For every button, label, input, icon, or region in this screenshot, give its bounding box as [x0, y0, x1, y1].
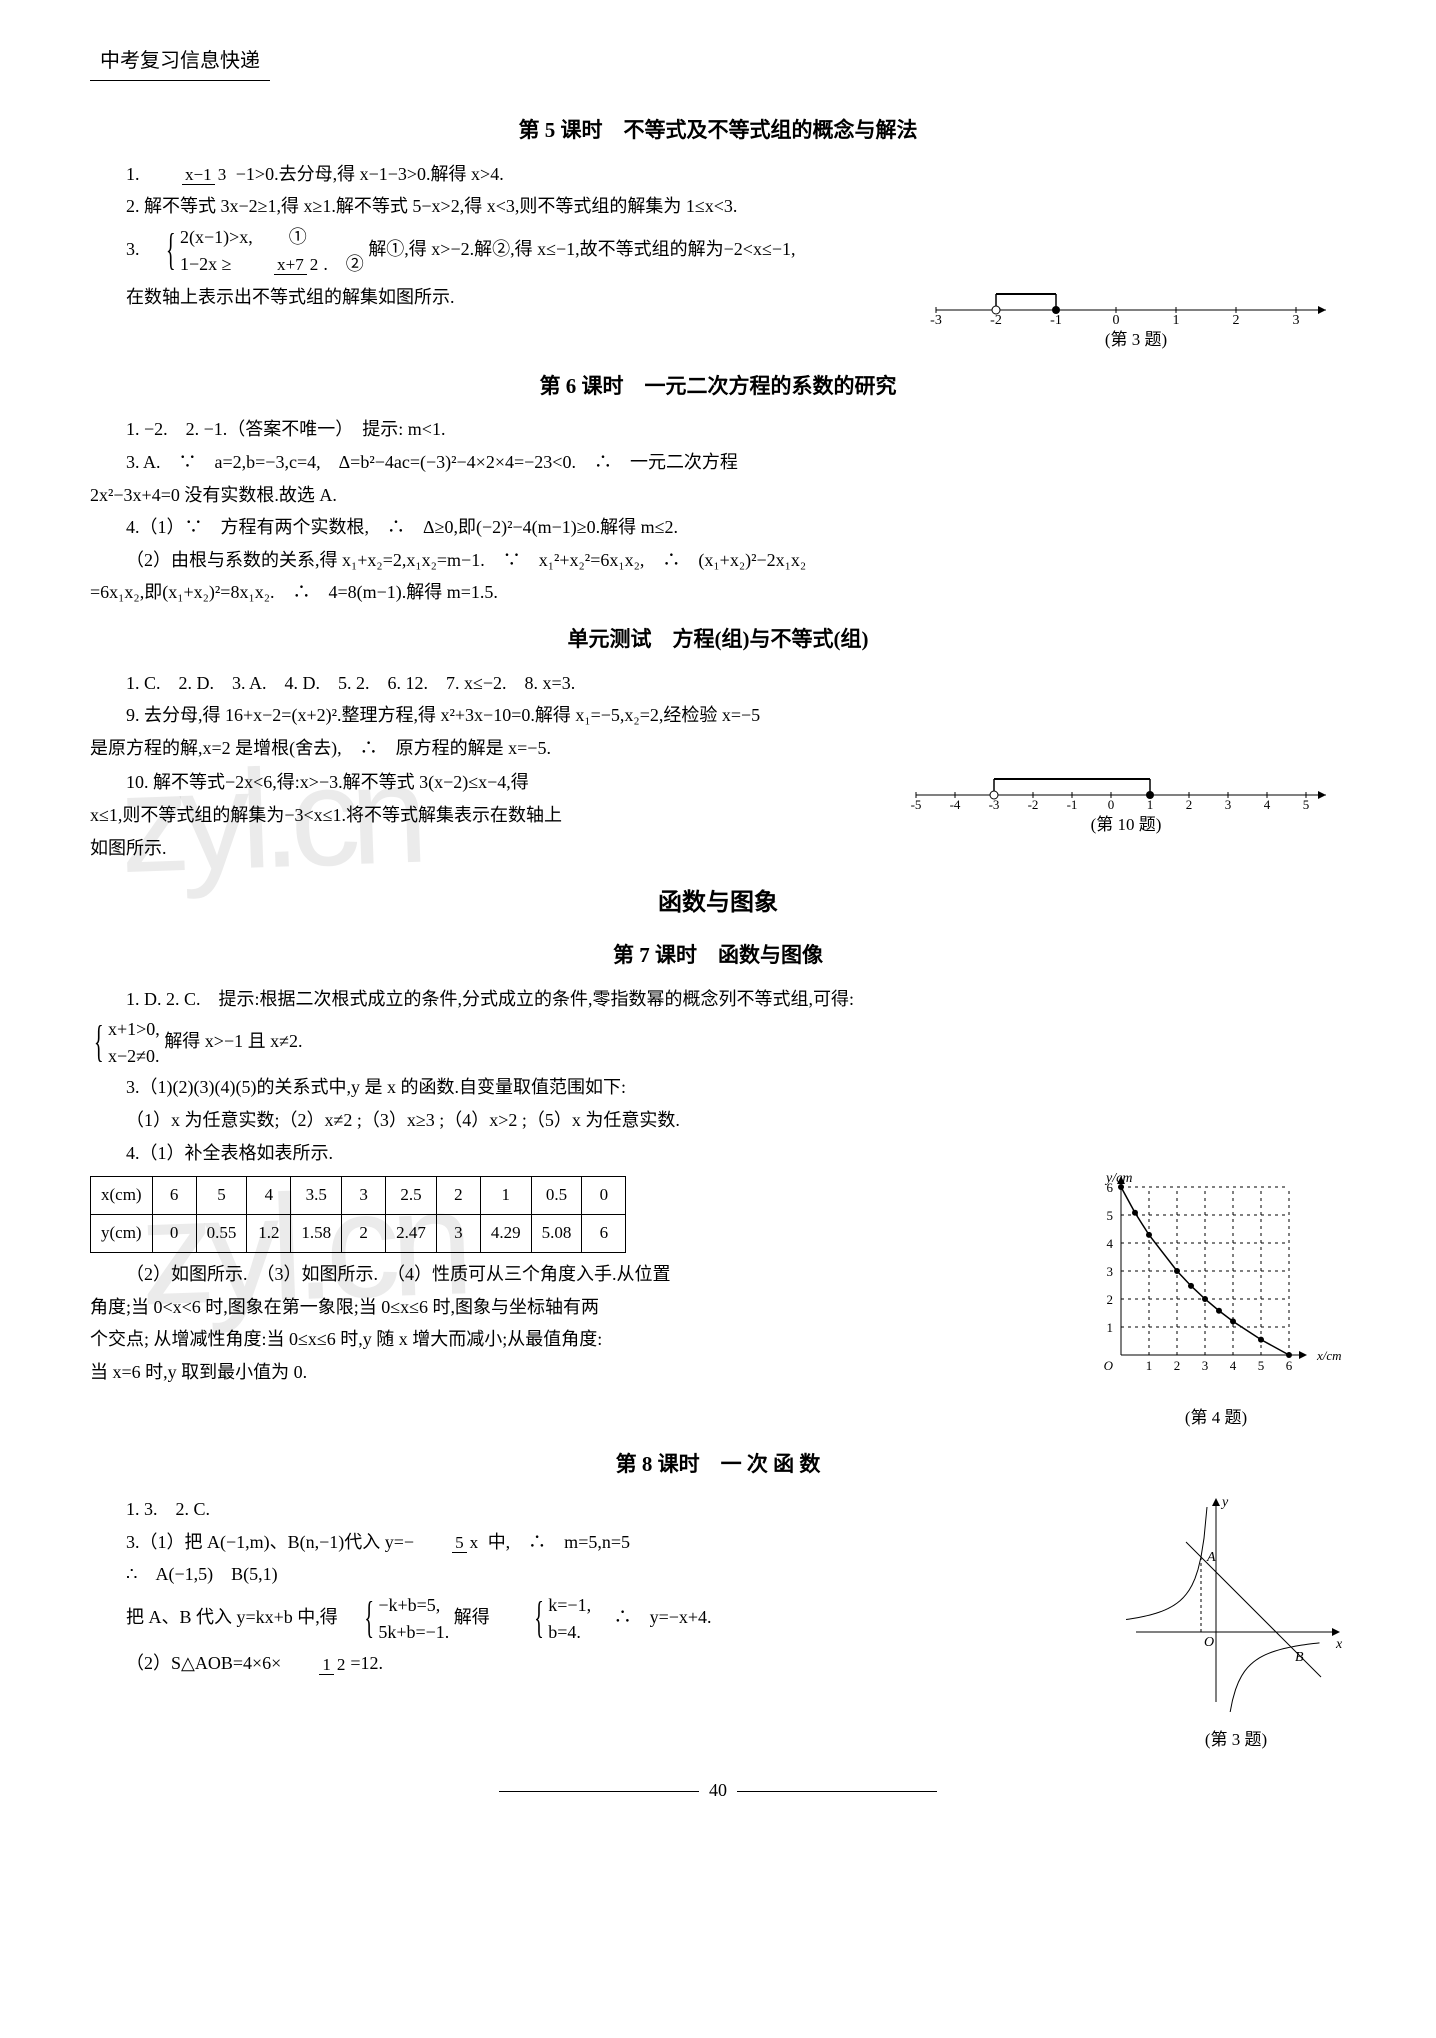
section6-title: 第 6 课时 一元二次方程的系数的研究	[90, 369, 1346, 405]
section8-title: 第 8 课时 一 次 函 数	[90, 1447, 1346, 1483]
svg-text:5: 5	[1258, 1358, 1265, 1373]
q7-6b: 角度;当 0<x<6 时,图象在第一象限;当 0≤x≤6 时,图象与坐标轴有两	[90, 1292, 1066, 1323]
q7-1: 1. D. 2. C. 提示:根据二次根式成立的条件,分式成立的条件,零指数幂的…	[90, 984, 1346, 1015]
section7-title: 第 7 课时 函数与图像	[90, 938, 1346, 974]
q8-3: ∴ A(−1,5) B(5,1)	[90, 1559, 1106, 1590]
numberline-q10: -5-4-3-2-1012345 (第 10 题)	[906, 765, 1346, 840]
svg-text:2: 2	[1174, 1358, 1181, 1373]
svg-text:B: B	[1295, 1650, 1304, 1665]
q7-6a: （2）如图所示. （3）如图所示. （4）性质可从三个角度入手.从位置	[90, 1259, 1066, 1290]
svg-text:4: 4	[1264, 797, 1271, 809]
chart-q4: y/cm112233445566Ox/cm (第 4 题)	[1086, 1170, 1346, 1432]
svg-text:0: 0	[1108, 797, 1115, 809]
q6-3b: 2x²−3x+4=0 没有实数根.故选 A.	[90, 480, 1346, 511]
svg-text:6: 6	[1286, 1358, 1293, 1373]
q8-5: （2）S△AOB=4×6×12=12.	[90, 1648, 1106, 1679]
svg-text:O: O	[1204, 1635, 1214, 1650]
svg-text:-2: -2	[990, 313, 1002, 324]
data-table: x(cm)6543.532.5210.50 y(cm)00.551.21.582…	[90, 1176, 626, 1253]
svg-text:0: 0	[1113, 313, 1120, 324]
svg-text:-1: -1	[1067, 797, 1078, 809]
unit-l3b: x≤1,则不等式组的解集为−3<x≤1.将不等式解集表示在数轴上	[90, 800, 846, 831]
unit-l2b: 是原方程的解,x=2 是增根(舍去), ∴ 原方程的解是 x=−5.	[90, 733, 1346, 764]
chart-q3-sec8: OyxAB (第 3 题)	[1126, 1492, 1346, 1754]
svg-text:4: 4	[1230, 1358, 1237, 1373]
svg-text:3: 3	[1202, 1358, 1209, 1373]
unit-l3c: 如图所示.	[90, 833, 846, 864]
svg-text:2: 2	[1233, 313, 1240, 324]
q5-3b: 在数轴上表示出不等式组的解集如图所示.	[90, 282, 866, 313]
svg-text:1: 1	[1146, 1358, 1153, 1373]
svg-text:x/cm: x/cm	[1316, 1348, 1342, 1363]
q5-1: 1. x−13 −1>0.去分母,得 x−1−3>0.解得 x>4.	[90, 159, 1346, 190]
q6-4c: =6x₁x₂,即(x₁+x₂)²=8x₁x₂. ∴ 4=8(m−1).解得 m=…	[90, 577, 1346, 608]
page-header: 中考复习信息快递	[90, 40, 270, 81]
svg-text:-3: -3	[930, 313, 942, 324]
svg-text:-4: -4	[950, 797, 961, 809]
section5-title: 第 5 课时 不等式及不等式组的概念与解法	[90, 113, 1346, 149]
q6-3a: 3. A. ∵ a=2,b=−3,c=4, Δ=b²−4ac=(−3)²−4×2…	[90, 447, 1346, 478]
svg-text:3: 3	[1107, 1264, 1114, 1279]
svg-text:4: 4	[1107, 1236, 1114, 1251]
q7-3: 3.（1)(2)(3)(4)(5)的关系式中,y 是 x 的函数.自变量取值范围…	[90, 1072, 1346, 1103]
svg-text:O: O	[1104, 1358, 1114, 1373]
numberline-q3: -3-2-10123 (第 3 题)	[926, 280, 1346, 355]
svg-text:-2: -2	[1028, 797, 1039, 809]
svg-text:-1: -1	[1050, 313, 1062, 324]
q7-6d: 当 x=6 时,y 取到最小值为 0.	[90, 1357, 1066, 1388]
q8-4: 把 A、B 代入 y=kx+b 中,得 −k+b=5,5k+b=−1. 解得 k…	[90, 1592, 1106, 1646]
q8-1: 1. 3. 2. C.	[90, 1494, 1106, 1525]
svg-text:1: 1	[1173, 313, 1180, 324]
unit-l2a: 9. 去分母,得 16+x−2=(x+2)².整理方程,得 x²+3x−10=0…	[90, 700, 1346, 731]
svg-text:6: 6	[1107, 1180, 1114, 1195]
svg-text:1: 1	[1107, 1320, 1114, 1335]
q6-4b: （2）由根与系数的关系,得 x₁+x₂=2,x₁x₂=m−1. ∵ x₁²+x₂…	[90, 545, 1346, 576]
svg-text:2: 2	[1186, 797, 1193, 809]
svg-text:A: A	[1206, 1550, 1216, 1565]
q7-4: （1）x 为任意实数;（2）x≠2 ;（3）x≥3 ;（4）x>2 ;（5）x …	[90, 1105, 1346, 1136]
unit-title: 单元测试 方程(组)与不等式(组)	[90, 622, 1346, 658]
unit-l1: 1. C. 2. D. 3. A. 4. D. 5. 2. 6. 12. 7. …	[90, 668, 1346, 699]
svg-text:5: 5	[1303, 797, 1310, 809]
svg-text:2: 2	[1107, 1292, 1114, 1307]
svg-text:x: x	[1335, 1637, 1343, 1652]
q6-1: 1. −2. 2. −1.（答案不唯一） 提示: m<1.	[90, 414, 1346, 445]
q7-2: x+1>0, x−2≠0. 解得 x>−1 且 x≠2.	[90, 1016, 1346, 1070]
q6-4a: 4.（1）∵ 方程有两个实数根, ∴ Δ≥0,即(−2)²−4(m−1)≥0.解…	[90, 512, 1346, 543]
q8-2: 3.（1）把 A(−1,m)、B(n,−1)代入 y=−5x 中, ∴ m=5,…	[90, 1527, 1106, 1558]
page-number: 40	[90, 1775, 1346, 1806]
svg-text:y: y	[1220, 1495, 1229, 1510]
q5-3: 3. 2(x−1)>x, ① 1−2x ≥ x+72. ② 解①,得 x>−2.…	[90, 224, 1346, 278]
svg-text:5: 5	[1107, 1208, 1114, 1223]
q5-2: 2. 解不等式 3x−2≥1,得 x≥1.解不等式 5−x>2,得 x<3,则不…	[90, 191, 1346, 222]
svg-text:-5: -5	[911, 797, 922, 809]
svg-text:3: 3	[1225, 797, 1232, 809]
svg-text:3: 3	[1293, 313, 1300, 324]
bigsection-title: 函数与图象	[90, 883, 1346, 924]
unit-l3a: 10. 解不等式−2x<6,得:x>−3.解不等式 3(x−2)≤x−4,得	[90, 767, 846, 798]
q7-6c: 个交点; 从增减性角度:当 0≤x≤6 时,y 随 x 增大而减小;从最值角度:	[90, 1324, 1066, 1355]
q7-5: 4.（1）补全表格如表所示.	[90, 1138, 1346, 1169]
